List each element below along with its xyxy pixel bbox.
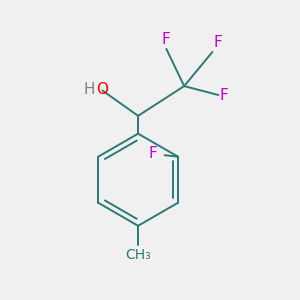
Text: F: F bbox=[162, 32, 171, 47]
Text: F: F bbox=[148, 146, 157, 161]
Text: F: F bbox=[214, 35, 223, 50]
Text: CH₃: CH₃ bbox=[125, 248, 151, 262]
Text: H: H bbox=[83, 82, 95, 97]
Text: F: F bbox=[220, 88, 229, 103]
Text: O: O bbox=[96, 82, 108, 97]
